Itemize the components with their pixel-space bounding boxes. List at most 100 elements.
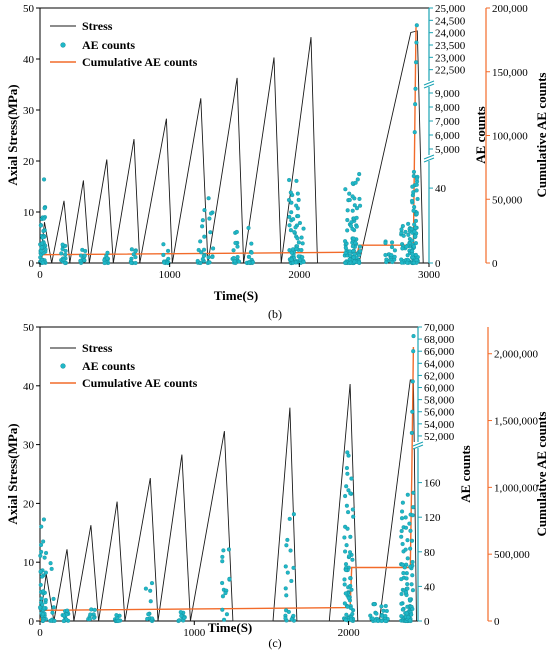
ae-point [410,606,415,612]
ae-point [38,553,43,558]
ae-point [166,248,171,253]
ae-axis-break-mark [412,441,424,447]
ae-point [220,580,225,586]
ae-point [150,616,155,621]
ae-point [202,247,207,252]
ae-point [345,604,350,609]
ae-point [347,191,352,196]
ae-point [231,248,236,253]
ae-point [345,228,350,233]
ae-point [42,606,47,611]
ae-point [40,618,46,623]
ae-point [399,534,404,539]
ae-point [409,538,415,543]
ae-point [288,228,293,233]
ae-point [383,240,388,245]
ae-point [408,564,413,569]
ae-point [345,208,350,213]
x-tick-label: 1000 [159,269,182,281]
ae-tick-label: 70,000 [424,322,455,334]
ae-point [285,537,290,542]
ae-point [348,583,353,589]
ae-tick-label: 7,000 [435,116,460,128]
y-tick-label-stress: 30 [23,440,35,452]
ae-point [342,535,347,540]
ae-tick-label: 0 [435,258,441,270]
y-tick-label-stress: 50 [23,322,35,334]
ae-point [349,587,354,592]
ae-point [43,570,48,575]
ae-point [344,543,349,548]
ae-point [352,251,357,257]
ae-point [390,259,395,265]
ae-point [399,577,404,582]
ae-point [354,215,359,220]
ae-point [288,548,293,553]
ae-point [294,246,299,251]
ae-point [59,251,64,256]
ae-point [41,517,46,522]
ae-point [143,586,148,591]
ae-point [404,576,409,581]
ae-point [409,198,415,203]
ae-point [41,216,46,221]
ae-point [345,471,350,476]
ae-point [403,590,409,595]
ae-point [220,607,225,612]
ae-point [389,253,394,258]
panel-label-b: (b) [268,307,282,321]
ae-point [410,409,415,414]
ae-point [296,240,301,245]
ae-point [357,172,362,177]
ae-point [41,539,46,544]
ae-point [348,576,353,581]
y-axis-title-cumulative: Cumulative AE counts [534,412,549,537]
ae-point [410,238,415,243]
ae-tick-label: 80 [424,547,436,559]
ae-point [221,548,226,553]
ae-point [400,246,405,251]
ae-point [399,227,404,232]
ae-point [114,613,119,618]
ae-tick-label: 25,000 [435,3,466,15]
ae-point [51,596,56,601]
x-tick-label: 0 [37,269,43,281]
ae-point [354,224,359,229]
ae-point [161,252,166,258]
ae-point [343,239,348,244]
ae-point [289,578,294,584]
ae-point [41,177,47,182]
ae-point [412,205,417,210]
ae-point [414,188,419,193]
x-tick-label: 2000 [338,627,361,639]
legend: Stress AE counts Cumulative AE counts [50,341,198,390]
ae-tick-label: 8,000 [435,102,460,114]
ae-point [380,613,385,618]
ae-point [410,588,415,593]
ae-point [354,206,360,211]
ae-tick-label: 6,000 [435,130,460,142]
ae-point [411,244,416,249]
ae-point [399,230,404,235]
stress-line [39,379,417,622]
ae-point [346,595,351,601]
ae-point [350,244,355,249]
ae-point [291,512,296,517]
ae-point [350,507,355,512]
ae-point [166,256,171,261]
ae-point [400,562,405,567]
ae-point [346,453,351,458]
cumulative-tick-label: 100,000 [492,131,528,143]
ae-point [379,604,384,609]
ae-point [249,241,254,246]
ae-point [299,248,304,253]
cumulative-tick-label: 200,000 [492,3,528,15]
ae-point [83,248,88,254]
ae-point [61,618,66,624]
ae-point [41,589,46,594]
y-tick-label-stress: 0 [29,258,35,270]
ae-point [236,259,242,264]
ae-point [346,510,351,515]
ae-point [389,245,395,250]
ae-point [60,242,65,247]
